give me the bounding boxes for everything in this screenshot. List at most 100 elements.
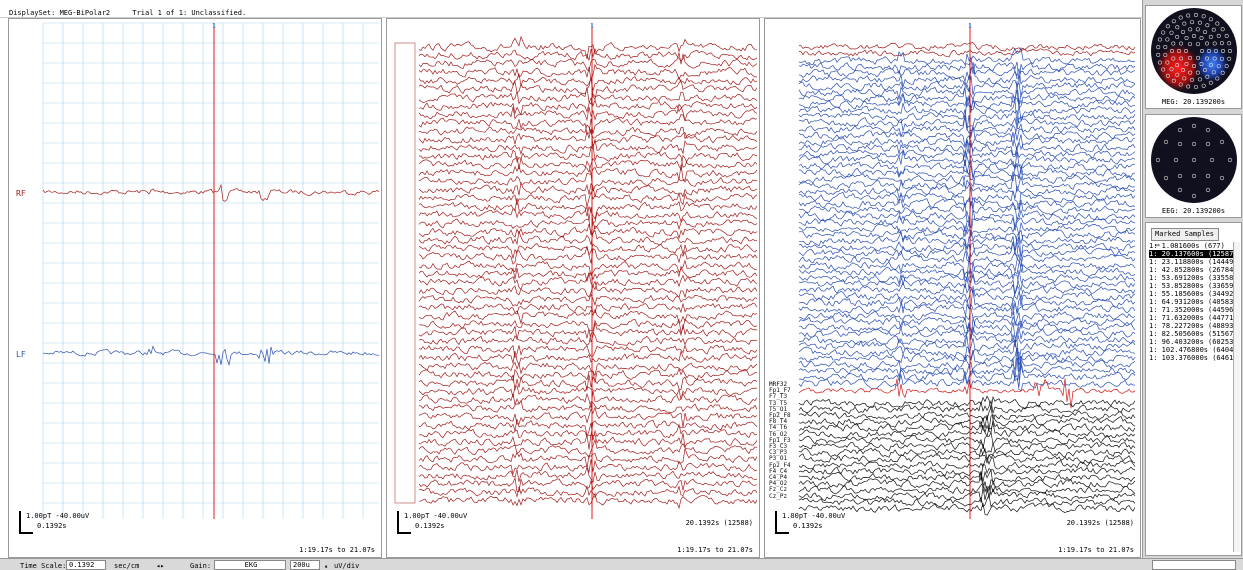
- eeg-trace: [798, 399, 1136, 415]
- waveform-panel-bipolar[interactable]: 1 RF LF 1.00pT -40.00uV 0.1392s 1:19.17s…: [8, 18, 382, 558]
- marked-samples-list[interactable]: 1: 1.081600s (677) 1: 20.137600s (12587) 1…: [1149, 242, 1235, 362]
- meg-trace: [418, 73, 758, 91]
- meg-trace: [418, 218, 758, 235]
- meg-trace: [418, 406, 758, 428]
- meg-trace: [418, 271, 758, 291]
- time-range: 1:19.17s to 21.07s: [677, 546, 753, 554]
- time-arrows-icon[interactable]: ◂▸: [156, 562, 165, 570]
- marked-sample-item[interactable]: 1: 71.352000s (44596): [1149, 306, 1235, 314]
- channel-label: T4_T6: [769, 424, 788, 432]
- meg-trace: [798, 329, 1136, 348]
- time-range: 1:19.17s to 21.07s: [1058, 546, 1134, 554]
- meg-trace: [798, 109, 1136, 130]
- marked-sample-item[interactable]: 1: 78.227200s (48893): [1149, 322, 1235, 330]
- status-field[interactable]: [1152, 560, 1236, 570]
- channel-label: Fp2_F4: [769, 461, 791, 469]
- eeg-topomap[interactable]: EEG: 20.139200s: [1145, 114, 1242, 218]
- meg-trace: [418, 322, 758, 343]
- eeg-trace: [798, 421, 1136, 439]
- marked-sample-item[interactable]: 1: 53.852800s (33659): [1149, 282, 1235, 290]
- meg-trace: [418, 172, 758, 192]
- meg-trace: [798, 46, 1136, 66]
- meg-trace: [418, 103, 758, 123]
- time-scale-input[interactable]: 0.1392: [66, 560, 106, 570]
- cursor-label: 1: [212, 22, 216, 30]
- meg-trace: [798, 315, 1136, 334]
- meg-trace: [798, 169, 1136, 190]
- trace-lf: [42, 345, 380, 367]
- meg-head-map: [1151, 8, 1237, 94]
- marked-sample-item[interactable]: 1: 20.137600s (12587): [1149, 250, 1235, 258]
- meg-trace: [798, 75, 1136, 98]
- marked-sample-item[interactable]: 1: 103.376000s (64611): [1149, 354, 1235, 362]
- eeg-trace: [798, 395, 1136, 410]
- marked-sample-item[interactable]: 1: 42.852800s (26784): [1149, 266, 1235, 274]
- gain-stepper-icon[interactable]: ▴: [324, 562, 329, 570]
- marked-sample-item[interactable]: 1: 55.185600s (34492): [1149, 290, 1235, 298]
- meg-trace: [418, 139, 758, 156]
- meg-trace: [798, 323, 1136, 343]
- scale-amplitude: 1.00pT -40.00uV: [782, 512, 846, 520]
- time-range: 1:19.17s to 21.07s: [299, 546, 375, 554]
- marked-sample-item[interactable]: 1: 1.081600s (677): [1149, 242, 1225, 250]
- channel-label: P3_O1: [769, 455, 788, 463]
- meg-trace: [798, 81, 1136, 104]
- waveform-canvas[interactable]: 1: [765, 19, 1141, 558]
- meg-trace: [418, 223, 758, 240]
- marked-sample-item[interactable]: 1: 82.505600s (51567): [1149, 330, 1235, 338]
- waveform-canvas[interactable]: 1: [9, 19, 382, 558]
- gain-value-input[interactable]: 200u: [290, 560, 320, 570]
- meg-trace: [798, 250, 1136, 268]
- meg-trace: [798, 66, 1136, 88]
- meg-trace: [418, 476, 758, 492]
- channel-label: F8_T4: [769, 418, 788, 426]
- meg-trace: [418, 35, 758, 60]
- meg-trace: [798, 87, 1136, 109]
- scale-time: 0.1392s: [37, 522, 67, 530]
- marked-sample-item[interactable]: 1: 102.476800s (64049): [1149, 346, 1235, 354]
- waveform-panel-meg-eeg[interactable]: 1 MRF32 Fp1_F7 F7_T3 T3_T5 T5_O1 Fp2_F8 F8_T4 T…: [764, 18, 1141, 558]
- meg-trace: [798, 42, 1136, 52]
- meg-trace: [418, 154, 758, 173]
- meg-trace: [418, 484, 758, 499]
- channel-label: T5_O1: [769, 405, 788, 413]
- meg-trace: [798, 197, 1136, 211]
- marked-sample-item[interactable]: 1: 96.403200s (60253): [1149, 338, 1235, 346]
- gain-channel-select[interactable]: EKG: [214, 560, 286, 570]
- gain-unit-label: uV/div: [334, 562, 360, 570]
- meg-trace: [418, 399, 758, 413]
- eeg-trace: [798, 485, 1136, 503]
- marked-sample-item[interactable]: 1: 71.632000s (44771): [1149, 314, 1235, 322]
- meg-topomap[interactable]: MEG: 20.139200s: [1145, 5, 1242, 109]
- waveform-canvas[interactable]: 1: [387, 19, 760, 558]
- marked-sample-item[interactable]: 1: 23.118800s (14449): [1149, 258, 1235, 266]
- scale-bar: 1.00pT -40.00uV 0.1392s: [19, 511, 89, 537]
- waveform-panel-meg-left[interactable]: 1 1.00pT -40.00uV 0.1392s 20.1392s (1258…: [386, 18, 760, 558]
- meg-trace: [798, 186, 1136, 211]
- meg-trace: [418, 245, 758, 265]
- meg-trace: [418, 302, 758, 315]
- meg-trace: [418, 492, 758, 510]
- list-scrollbar[interactable]: [1233, 242, 1240, 552]
- marked-samples-dropdown[interactable]: Marked Samples ▭: [1151, 228, 1219, 249]
- meg-trace: [798, 48, 1136, 58]
- meg-trace: [798, 347, 1136, 366]
- meg-trace: [798, 179, 1136, 199]
- meg-trace: [418, 419, 758, 436]
- meg-trace: [418, 160, 758, 181]
- marked-samples-panel: Marked Samples ▭ 1: 1.081600s (677) 1: 20…: [1145, 222, 1242, 556]
- marked-sample-item[interactable]: 1: 64.931200s (40583): [1149, 298, 1235, 306]
- meg-trace: [798, 374, 1136, 392]
- marked-sample-item[interactable]: 1: 53.691200s (33558): [1149, 274, 1235, 282]
- meg-trace: [418, 361, 758, 377]
- meg-trace: [418, 205, 758, 223]
- meg-trace: [798, 225, 1136, 245]
- meg-trace: [418, 114, 758, 135]
- eeg-trace: [798, 448, 1136, 465]
- meg-trace: [798, 281, 1136, 300]
- meg-trace: [418, 191, 758, 207]
- meg-topomap-caption: MEG: 20.139200s: [1161, 98, 1226, 106]
- meg-trace: [798, 271, 1136, 292]
- meg-trace: [418, 144, 758, 168]
- trace-rf: [42, 183, 380, 202]
